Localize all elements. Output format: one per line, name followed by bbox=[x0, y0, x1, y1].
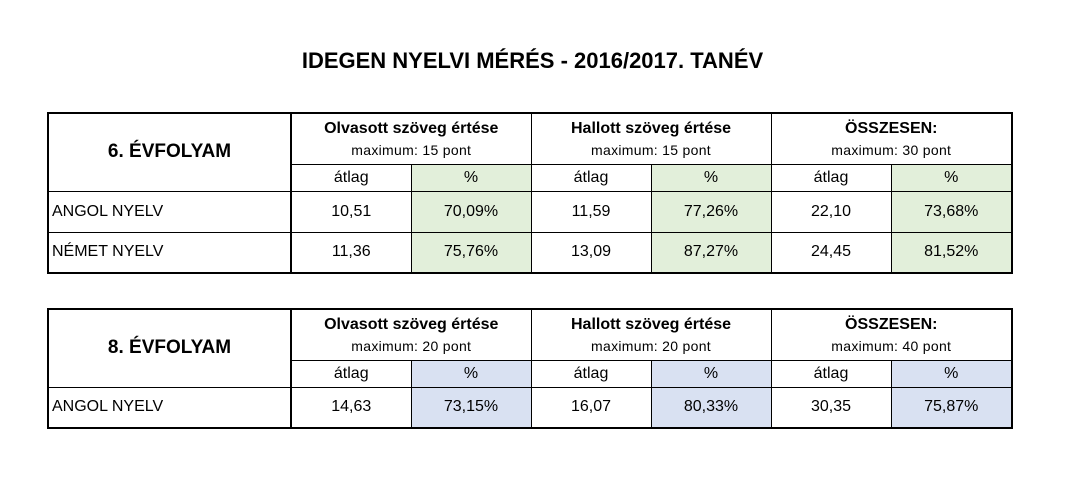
group-header: Hallott szöveg értése maximum: 15 pont bbox=[530, 112, 772, 165]
value-cell: 13,09 bbox=[530, 231, 652, 274]
value-cell: 10,51 bbox=[290, 190, 412, 233]
group-header-row: 8. ÉVFOLYAM Olvasott szöveg értése maximum… bbox=[47, 308, 1013, 388]
group-max: maximum: 15 pont bbox=[591, 141, 711, 158]
results-table: 8. ÉVFOLYAM Olvasott szöveg értése maximum… bbox=[47, 308, 1014, 429]
group-header: Hallott szöveg értése maximum: 20 pont bbox=[530, 308, 772, 361]
subheader: átlag bbox=[290, 163, 412, 192]
group-name: ÖSSZESEN: bbox=[845, 119, 938, 137]
subheader: átlag bbox=[770, 163, 892, 192]
value-cell: 14,63 bbox=[290, 386, 412, 429]
row-label: NÉMET NYELV bbox=[47, 231, 292, 274]
group-name: Olvasott szöveg értése bbox=[324, 119, 499, 137]
subheader: átlag bbox=[290, 359, 412, 388]
results-table: 6. ÉVFOLYAM Olvasott szöveg értése maximum… bbox=[47, 112, 1014, 274]
group-header: Olvasott szöveg értése maximum: 15 pont bbox=[290, 112, 532, 165]
grade-cell: 6. ÉVFOLYAM bbox=[47, 112, 292, 192]
group-max: maximum: 20 pont bbox=[351, 337, 472, 354]
value-cell: 87,27% bbox=[650, 231, 772, 274]
row-label: ANGOL NYELV bbox=[47, 386, 292, 429]
group-max: maximum: 30 pont bbox=[831, 141, 952, 158]
value-cell: 73,15% bbox=[410, 386, 532, 429]
subheader-row: átlag% átlag% átlag% bbox=[48, 163, 1013, 192]
group-max: maximum: 20 pont bbox=[591, 337, 711, 354]
value-cell: 75,76% bbox=[410, 231, 532, 274]
row-label: ANGOL NYELV bbox=[47, 190, 292, 233]
value-cell: 80,33% bbox=[650, 386, 772, 429]
subheader: % bbox=[650, 163, 772, 192]
group-name: Hallott szöveg értése bbox=[570, 315, 732, 333]
value-cell: 11,59 bbox=[530, 190, 652, 233]
group-header-row: 6. ÉVFOLYAM Olvasott szöveg értése maximum… bbox=[47, 112, 1013, 192]
subheader: % bbox=[410, 359, 532, 388]
value-cell: 16,07 bbox=[530, 386, 652, 429]
subheader: átlag bbox=[530, 163, 652, 192]
group-name: ÖSSZESEN: bbox=[845, 315, 938, 333]
subheader: % bbox=[890, 163, 1013, 192]
group-header: ÖSSZESEN: maximum: 40 pont bbox=[770, 308, 1013, 361]
subheader: % bbox=[410, 163, 532, 192]
page-title: IDEGEN NYELVI MÉRÉS - 2016/2017. TANÉV bbox=[301, 48, 764, 73]
group-name: Hallott szöveg értése bbox=[570, 119, 732, 137]
group-header: Olvasott szöveg értése maximum: 20 pont bbox=[290, 308, 532, 361]
value-cell: 22,10 bbox=[770, 190, 892, 233]
group-max: maximum: 15 pont bbox=[351, 141, 472, 158]
data-row: ANGOL NYELV 14,63 73,15% 16,07 80,33% 30,35 75… bbox=[47, 386, 1013, 429]
value-cell: 81,52% bbox=[890, 231, 1013, 274]
value-cell: 11,36 bbox=[290, 231, 412, 274]
subheader: átlag bbox=[530, 359, 652, 388]
grade-cell: 8. ÉVFOLYAM bbox=[47, 308, 292, 388]
value-cell: 73,68% bbox=[890, 190, 1013, 233]
value-cell: 77,26% bbox=[650, 190, 772, 233]
group-max: maximum: 40 pont bbox=[831, 337, 952, 354]
data-row: ANGOL NYELV 10,51 70,09% 11,59 77,26% 22,10 73… bbox=[47, 190, 1013, 233]
value-cell: 75,87% bbox=[890, 386, 1013, 429]
value-cell: 24,45 bbox=[770, 231, 892, 274]
group-header: ÖSSZESEN: maximum: 30 pont bbox=[770, 112, 1013, 165]
value-cell: 70,09% bbox=[410, 190, 532, 233]
subheader: % bbox=[650, 359, 772, 388]
subheader-row: átlag% átlag% átlag% bbox=[48, 359, 1013, 388]
value-cell: 30,35 bbox=[770, 386, 892, 429]
subheader: átlag bbox=[770, 359, 892, 388]
group-name: Olvasott szöveg értése bbox=[324, 315, 499, 333]
data-row: NÉMET NYELV 11,36 75,76% 13,09 87,27% 24,45 81… bbox=[47, 231, 1013, 274]
subheader: % bbox=[890, 359, 1013, 388]
